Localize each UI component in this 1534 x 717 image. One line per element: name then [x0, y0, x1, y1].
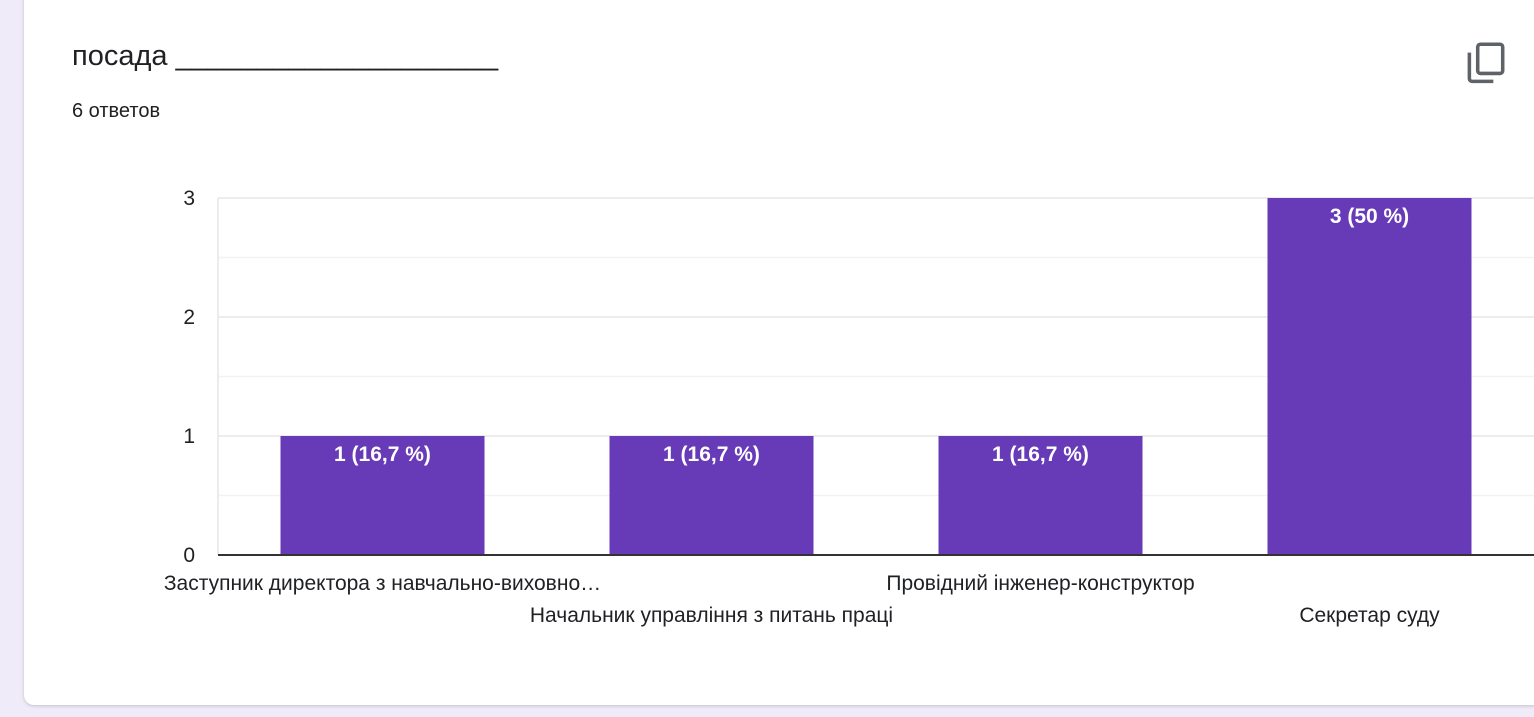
copy-chart-button[interactable] — [1460, 38, 1510, 88]
x-category-label: Секретар суду — [1299, 604, 1440, 627]
y-tick-label: 0 — [183, 544, 195, 567]
bar — [938, 436, 1143, 555]
bar-data-label: 1 (16,7 %) — [663, 443, 760, 466]
x-category-label: Провідний інженер-конструктор — [886, 572, 1194, 595]
bar-data-label: 3 (50 %) — [1330, 205, 1409, 228]
response-count: 6 ответов — [72, 100, 161, 122]
y-tick-label: 3 — [183, 187, 195, 210]
y-tick-label: 2 — [183, 306, 195, 329]
bar-data-label: 1 (16,7 %) — [334, 443, 431, 466]
x-category-label: Начальник управління з питань праці — [530, 604, 893, 627]
bar-data-label: 1 (16,7 %) — [992, 443, 1089, 466]
copy-icon — [1467, 42, 1505, 84]
y-tick-label: 1 — [183, 425, 195, 448]
bar — [1267, 198, 1472, 555]
x-category-label: Заступник директора з навчально-виховно… — [164, 572, 601, 595]
question-title: посада ____________________ — [72, 40, 499, 72]
bar — [609, 436, 814, 555]
bar — [280, 436, 485, 555]
